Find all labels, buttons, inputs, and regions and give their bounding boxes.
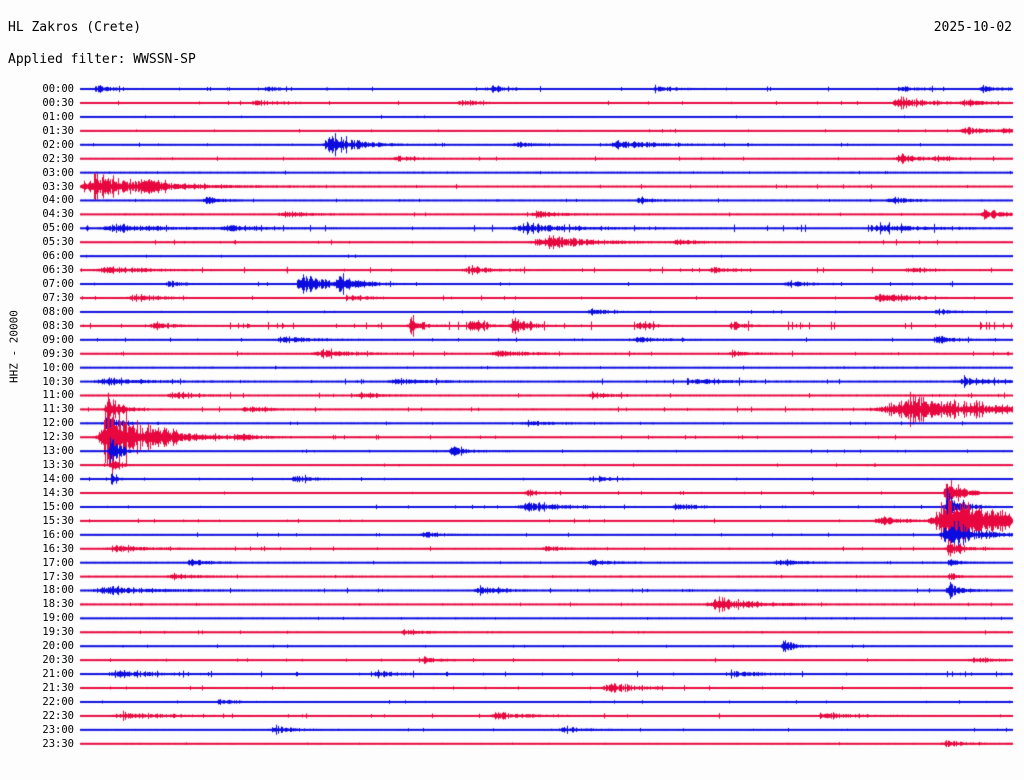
page-title: HL Zakros (Crete) (8, 20, 142, 35)
date-label: 2025-10-02 (933, 20, 1012, 35)
applied-filter-label: Applied filter: WWSSN-SP (8, 52, 196, 67)
seismic-trace-canvas (0, 78, 1024, 774)
helicorder-plot: 00:0000:3001:0001:3002:0002:3003:0003:30… (0, 78, 1024, 774)
